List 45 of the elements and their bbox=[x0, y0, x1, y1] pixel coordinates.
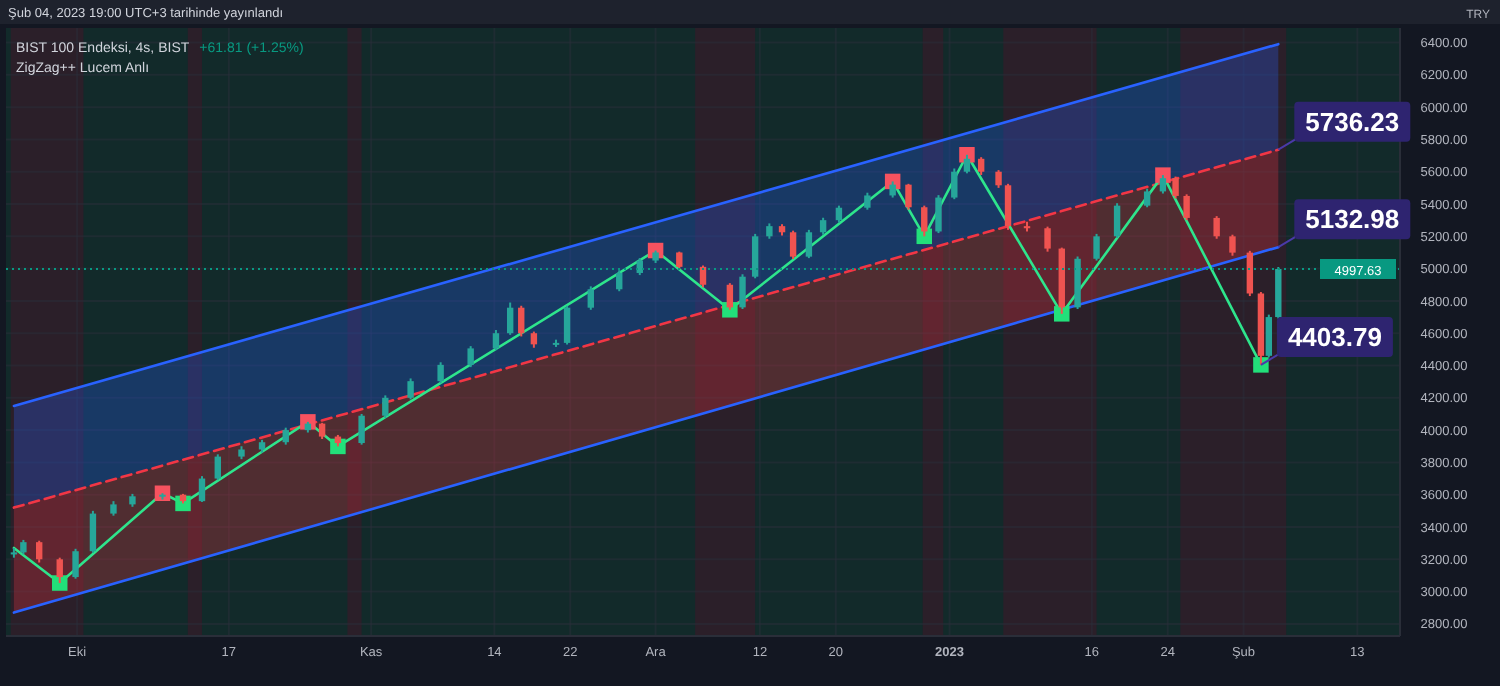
candlestick bbox=[587, 285, 594, 311]
candlestick bbox=[805, 228, 813, 260]
candlestick bbox=[1183, 193, 1190, 222]
candlestick bbox=[492, 328, 500, 352]
candlestick bbox=[1113, 202, 1121, 239]
candlestick bbox=[407, 377, 414, 401]
candlestick bbox=[1213, 215, 1220, 240]
candlestick bbox=[506, 301, 514, 336]
candlestick bbox=[214, 453, 221, 482]
candlestick bbox=[563, 304, 571, 346]
candlestick bbox=[616, 269, 623, 293]
candlestick bbox=[56, 556, 63, 585]
candlestick bbox=[699, 264, 707, 289]
candlestick bbox=[1172, 175, 1179, 200]
annotation: 4403.79 bbox=[1287, 321, 1382, 352]
candlestick bbox=[739, 273, 746, 310]
point bbox=[1054, 306, 1070, 322]
candlestick bbox=[1229, 233, 1236, 257]
annotation: 5736.23 bbox=[1305, 106, 1400, 137]
candlestick bbox=[1143, 187, 1151, 209]
candlestick bbox=[789, 229, 797, 260]
candlestick bbox=[198, 475, 206, 503]
candlestick bbox=[726, 282, 734, 311]
candlestick bbox=[905, 182, 912, 211]
candlestick bbox=[1093, 232, 1100, 262]
point bbox=[51, 575, 68, 591]
candlestick bbox=[89, 509, 97, 554]
candlestick bbox=[518, 304, 525, 338]
annotation: 5132.98 bbox=[1305, 204, 1400, 235]
candlestick bbox=[963, 153, 971, 175]
candlestick bbox=[358, 412, 365, 446]
candlestick bbox=[437, 361, 444, 385]
candlestick bbox=[921, 204, 928, 238]
candlestick bbox=[1159, 174, 1167, 195]
candlestick bbox=[935, 194, 942, 235]
candlestick bbox=[467, 345, 474, 369]
candlestick bbox=[1246, 249, 1254, 298]
candlestick bbox=[751, 232, 759, 280]
candlestick bbox=[1004, 182, 1012, 231]
candlestick bbox=[1044, 225, 1051, 253]
candlestick bbox=[72, 547, 79, 580]
candlestick bbox=[951, 167, 958, 201]
candlestick bbox=[382, 394, 389, 419]
candlestick bbox=[1265, 313, 1273, 359]
candlestick bbox=[35, 539, 43, 564]
